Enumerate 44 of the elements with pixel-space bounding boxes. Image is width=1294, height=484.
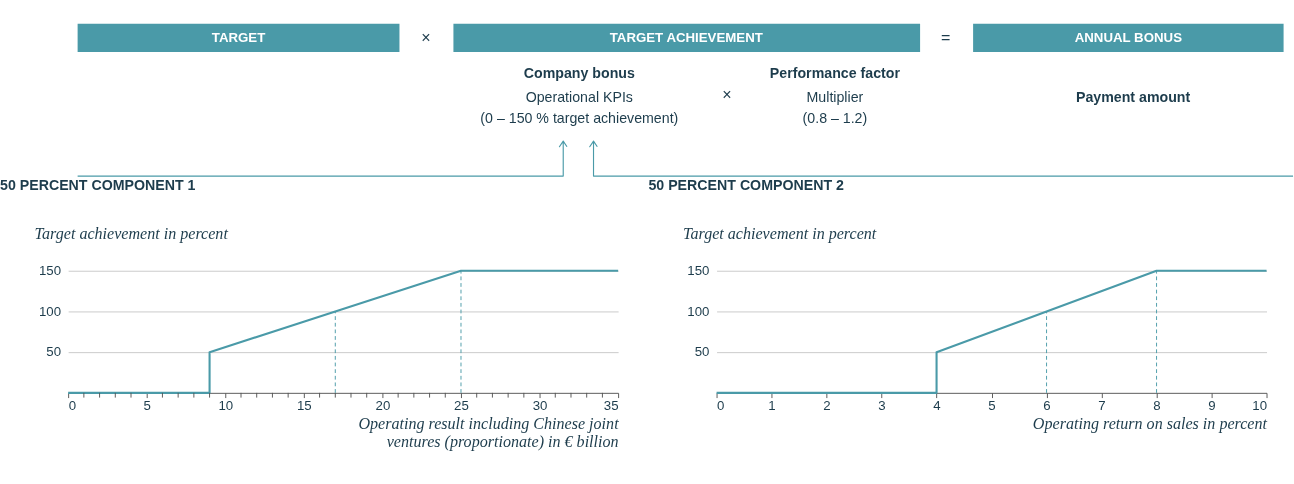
- x-tick-label: 2: [823, 398, 831, 414]
- x-tick-label: 10: [218, 398, 234, 414]
- x-tick-label: 8: [1153, 398, 1161, 414]
- x-axis-title: Operating result including Chinese joint ventures (proportionate) in € billion: [358, 415, 620, 452]
- x-tick-label: 6: [1043, 398, 1051, 414]
- y-tick-label: 50: [694, 344, 710, 360]
- x-axis-title: Operating return on sales in percent: [1032, 415, 1268, 434]
- x-tick-label: 0: [717, 398, 725, 414]
- x-tick-label: 20: [375, 398, 391, 414]
- text: ANNUAL BONUS: [1074, 29, 1183, 45]
- y-tick-label: 100: [38, 303, 62, 319]
- x-tick-label: 3: [878, 398, 886, 414]
- text: Operational KPIs: [525, 89, 633, 106]
- x-tick-label: 30: [532, 398, 548, 414]
- text: (0.8 – 1.2): [802, 110, 868, 127]
- y-tick-label: 50: [46, 344, 62, 360]
- y-tick-label: 100: [687, 303, 710, 319]
- x-tick-label: 5: [143, 398, 151, 414]
- x-tick-label: 7: [1098, 398, 1106, 414]
- text: =: [940, 27, 951, 46]
- y-tick-label: 150: [38, 263, 62, 279]
- text: TARGET ACHIEVEMENT: [609, 29, 763, 45]
- text: Multiplier: [806, 89, 864, 106]
- x-tick-label: 5: [988, 398, 996, 414]
- text: TARGET: [211, 29, 266, 45]
- y-tick-label: 150: [687, 263, 710, 279]
- text: Performance factor: [769, 64, 901, 81]
- x-tick-label: 4: [933, 398, 941, 414]
- x-tick-label: 0: [68, 398, 76, 414]
- x-tick-label: 9: [1208, 398, 1216, 414]
- chart-title: 50 PERCENT COMPONENT 1: [0, 177, 196, 194]
- chart-title: 50 PERCENT COMPONENT 2: [648, 177, 845, 194]
- x-tick-label: 35: [603, 398, 619, 414]
- text: Payment amount: [1075, 89, 1191, 106]
- text: ×: [722, 85, 732, 104]
- x-tick-label: 25: [454, 398, 469, 414]
- y-axis-title: Target achievement in percent: [34, 225, 229, 244]
- text: (0 – 150 % target achievement): [480, 110, 679, 127]
- x-tick-label: 15: [296, 398, 312, 414]
- y-axis-title: Target achievement in percent: [682, 225, 877, 244]
- text: ×: [421, 27, 431, 46]
- x-tick-label: 1: [768, 398, 776, 414]
- x-tick-label: 10: [1252, 398, 1268, 414]
- text: Company bonus: [523, 64, 635, 81]
